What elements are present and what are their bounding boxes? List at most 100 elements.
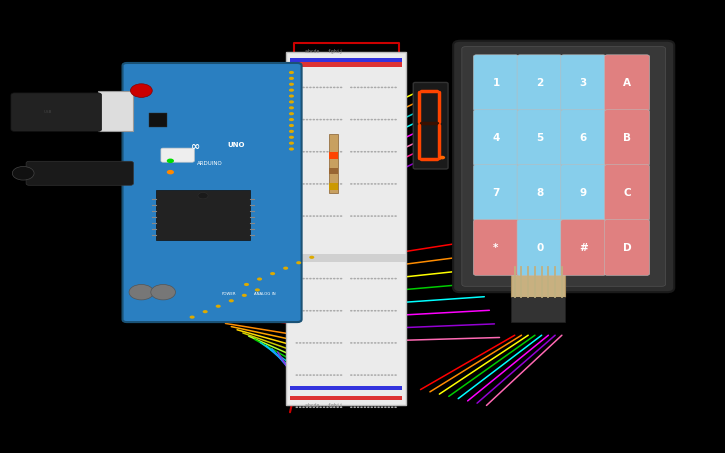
Text: 8: 8 <box>536 188 543 198</box>
Circle shape <box>330 87 332 88</box>
Circle shape <box>364 374 366 376</box>
Circle shape <box>367 342 370 344</box>
Circle shape <box>319 342 322 344</box>
Circle shape <box>370 310 373 312</box>
Circle shape <box>316 87 318 88</box>
Circle shape <box>350 119 352 120</box>
Circle shape <box>306 151 308 153</box>
Text: 5: 5 <box>536 133 543 143</box>
Circle shape <box>353 310 356 312</box>
Circle shape <box>381 183 384 185</box>
Circle shape <box>306 342 308 344</box>
Circle shape <box>299 215 302 217</box>
Text: D: D <box>623 242 631 252</box>
Circle shape <box>391 278 394 280</box>
Circle shape <box>394 215 397 217</box>
Circle shape <box>340 119 342 120</box>
Circle shape <box>306 183 308 185</box>
Bar <box>149 113 167 127</box>
Circle shape <box>367 119 370 120</box>
Circle shape <box>289 147 294 150</box>
Circle shape <box>374 406 376 408</box>
Text: 4: 4 <box>492 133 500 143</box>
Bar <box>98 91 133 131</box>
Circle shape <box>333 119 336 120</box>
Circle shape <box>350 215 352 217</box>
Text: ARDUINO: ARDUINO <box>197 160 223 166</box>
Circle shape <box>309 278 312 280</box>
Circle shape <box>309 119 312 120</box>
Circle shape <box>306 87 308 88</box>
Circle shape <box>364 215 366 217</box>
FancyBboxPatch shape <box>473 165 518 221</box>
Circle shape <box>326 342 328 344</box>
Circle shape <box>357 278 360 280</box>
Circle shape <box>353 342 356 344</box>
Circle shape <box>244 283 249 286</box>
Circle shape <box>394 183 397 185</box>
Circle shape <box>326 151 328 153</box>
Circle shape <box>340 310 342 312</box>
Circle shape <box>367 215 370 217</box>
Circle shape <box>336 406 339 408</box>
Circle shape <box>289 94 294 98</box>
Circle shape <box>309 215 312 217</box>
Circle shape <box>381 374 384 376</box>
Circle shape <box>391 151 394 153</box>
Circle shape <box>377 151 380 153</box>
Circle shape <box>229 299 233 303</box>
Circle shape <box>360 278 362 280</box>
Circle shape <box>299 406 302 408</box>
FancyBboxPatch shape <box>413 82 448 169</box>
Circle shape <box>323 119 326 120</box>
Circle shape <box>374 215 376 217</box>
Circle shape <box>391 87 394 88</box>
FancyBboxPatch shape <box>605 55 650 111</box>
Text: C: C <box>624 188 631 198</box>
FancyBboxPatch shape <box>561 220 606 275</box>
Circle shape <box>302 406 305 408</box>
FancyBboxPatch shape <box>11 93 102 131</box>
Bar <box>156 190 250 240</box>
Circle shape <box>333 183 336 185</box>
Circle shape <box>374 310 376 312</box>
Circle shape <box>391 119 394 120</box>
Circle shape <box>151 284 175 300</box>
Circle shape <box>394 310 397 312</box>
FancyBboxPatch shape <box>605 110 650 166</box>
Circle shape <box>336 119 339 120</box>
Circle shape <box>333 310 336 312</box>
Circle shape <box>357 119 360 120</box>
Circle shape <box>289 141 294 145</box>
Circle shape <box>299 342 302 344</box>
Circle shape <box>384 278 386 280</box>
Circle shape <box>289 106 294 110</box>
Circle shape <box>333 406 336 408</box>
FancyBboxPatch shape <box>453 41 674 292</box>
Circle shape <box>384 151 386 153</box>
Circle shape <box>340 151 342 153</box>
Circle shape <box>306 119 308 120</box>
Circle shape <box>319 119 322 120</box>
FancyBboxPatch shape <box>517 220 563 275</box>
Circle shape <box>364 119 366 120</box>
Circle shape <box>302 87 305 88</box>
Circle shape <box>350 183 352 185</box>
Circle shape <box>360 119 362 120</box>
Circle shape <box>391 342 394 344</box>
Circle shape <box>387 87 390 88</box>
Circle shape <box>367 310 370 312</box>
Circle shape <box>302 342 305 344</box>
Circle shape <box>312 374 315 376</box>
Circle shape <box>299 310 302 312</box>
Circle shape <box>350 374 352 376</box>
Circle shape <box>326 310 328 312</box>
Circle shape <box>370 183 373 185</box>
Circle shape <box>364 151 366 153</box>
Circle shape <box>289 130 294 133</box>
Circle shape <box>316 151 318 153</box>
Circle shape <box>377 87 380 88</box>
Text: UNO: UNO <box>227 142 244 148</box>
Circle shape <box>367 87 370 88</box>
Circle shape <box>319 151 322 153</box>
